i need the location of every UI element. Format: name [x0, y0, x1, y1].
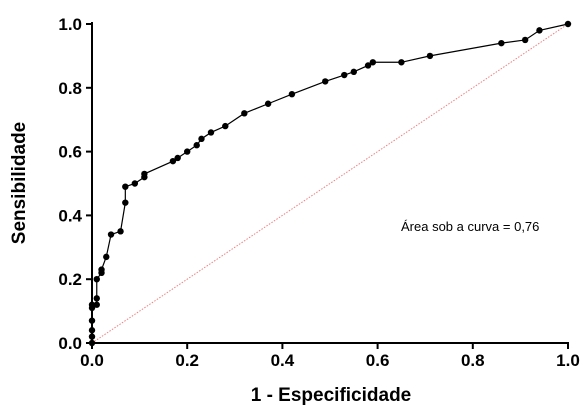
x-axis-title: 1 - Especificidade — [251, 385, 412, 405]
roc-point — [564, 20, 572, 28]
roc-point — [241, 110, 248, 117]
roc-point — [341, 71, 348, 79]
roc-point — [98, 266, 105, 273]
roc-point — [107, 231, 115, 238]
y-tick-label: 1.0 — [58, 15, 82, 34]
y-tick-label: 0.4 — [58, 206, 82, 225]
roc-point — [207, 129, 215, 136]
reference-diagonal — [91, 23, 569, 344]
roc-point — [536, 27, 543, 34]
axes-layer — [91, 22, 569, 344]
roc-point — [364, 62, 372, 69]
roc-point — [369, 59, 377, 66]
roc-point — [174, 154, 181, 162]
roc-point — [117, 228, 124, 235]
y-axis-title: Sensibilidade — [9, 122, 30, 244]
roc-point — [198, 135, 205, 143]
y-tick-label: 0.8 — [58, 79, 82, 98]
roc-points-layer — [88, 20, 572, 347]
x-tick-label: 0.2 — [175, 351, 199, 370]
x-tick-label: 0.0 — [80, 351, 104, 370]
x-tick-label: 1.0 — [556, 351, 580, 370]
roc-point — [350, 68, 357, 76]
reference-line-layer — [91, 23, 569, 344]
roc-point — [426, 52, 434, 60]
roc-point — [521, 36, 529, 44]
roc-point — [288, 90, 296, 98]
roc-point — [169, 157, 177, 165]
x-tick-label: 0.8 — [461, 351, 485, 370]
y-tick-label: 0.2 — [58, 270, 82, 289]
ticks-layer: 0.0 0.2 0.4 0.6 0.8 1.0 0.0 0.2 0.4 0.6 0.8 1.0 — [58, 15, 579, 370]
roc-point — [103, 253, 110, 261]
roc-point — [322, 78, 329, 85]
roc-point — [131, 180, 139, 187]
y-tick-label: 0.6 — [58, 143, 82, 162]
auc-annotation: Área sob a curva = 0,76 — [401, 219, 539, 234]
roc-point — [398, 59, 405, 66]
roc-point — [93, 301, 100, 308]
roc-point — [122, 183, 129, 190]
x-tick-label: 0.6 — [366, 351, 390, 370]
roc-point — [141, 170, 148, 178]
y-tick-label: 0.0 — [58, 334, 82, 353]
roc-point — [498, 39, 505, 47]
roc-point — [93, 295, 100, 302]
roc-point — [222, 122, 229, 130]
roc-point — [122, 199, 129, 206]
roc-point — [93, 276, 100, 283]
roc-point — [184, 148, 191, 155]
roc-point — [193, 142, 200, 149]
roc-point — [264, 100, 272, 107]
x-tick-label: 0.4 — [271, 351, 295, 370]
